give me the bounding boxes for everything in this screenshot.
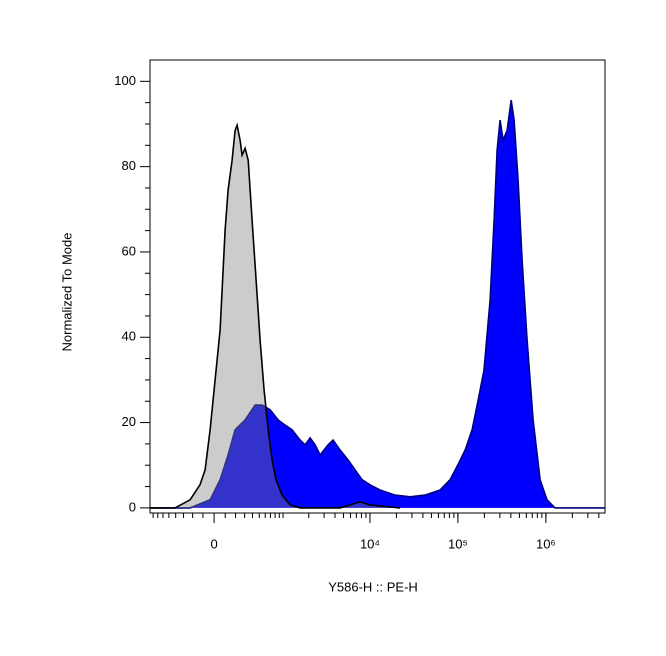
- y-tick-label: 100: [114, 73, 136, 88]
- x-tick-label: 0: [210, 536, 217, 551]
- area-fill: [150, 100, 605, 508]
- x-tick-label: 10⁵: [448, 536, 468, 551]
- x-tick-label: 10⁶: [536, 536, 556, 551]
- y-tick-label: 60: [122, 243, 136, 258]
- plot-frame: [149, 59, 606, 514]
- area-line: [150, 122, 401, 509]
- y-axis-label: Normalized To Mode: [59, 233, 74, 352]
- x-tick-label: 10⁴: [360, 536, 380, 551]
- y-tick-label: 80: [122, 158, 136, 173]
- y-tick-label: 0: [129, 499, 136, 514]
- y-tick-label: 40: [122, 329, 136, 344]
- x-axis-label: Y586-H :: PE-H: [328, 579, 418, 594]
- y-tick-label: 20: [122, 414, 136, 429]
